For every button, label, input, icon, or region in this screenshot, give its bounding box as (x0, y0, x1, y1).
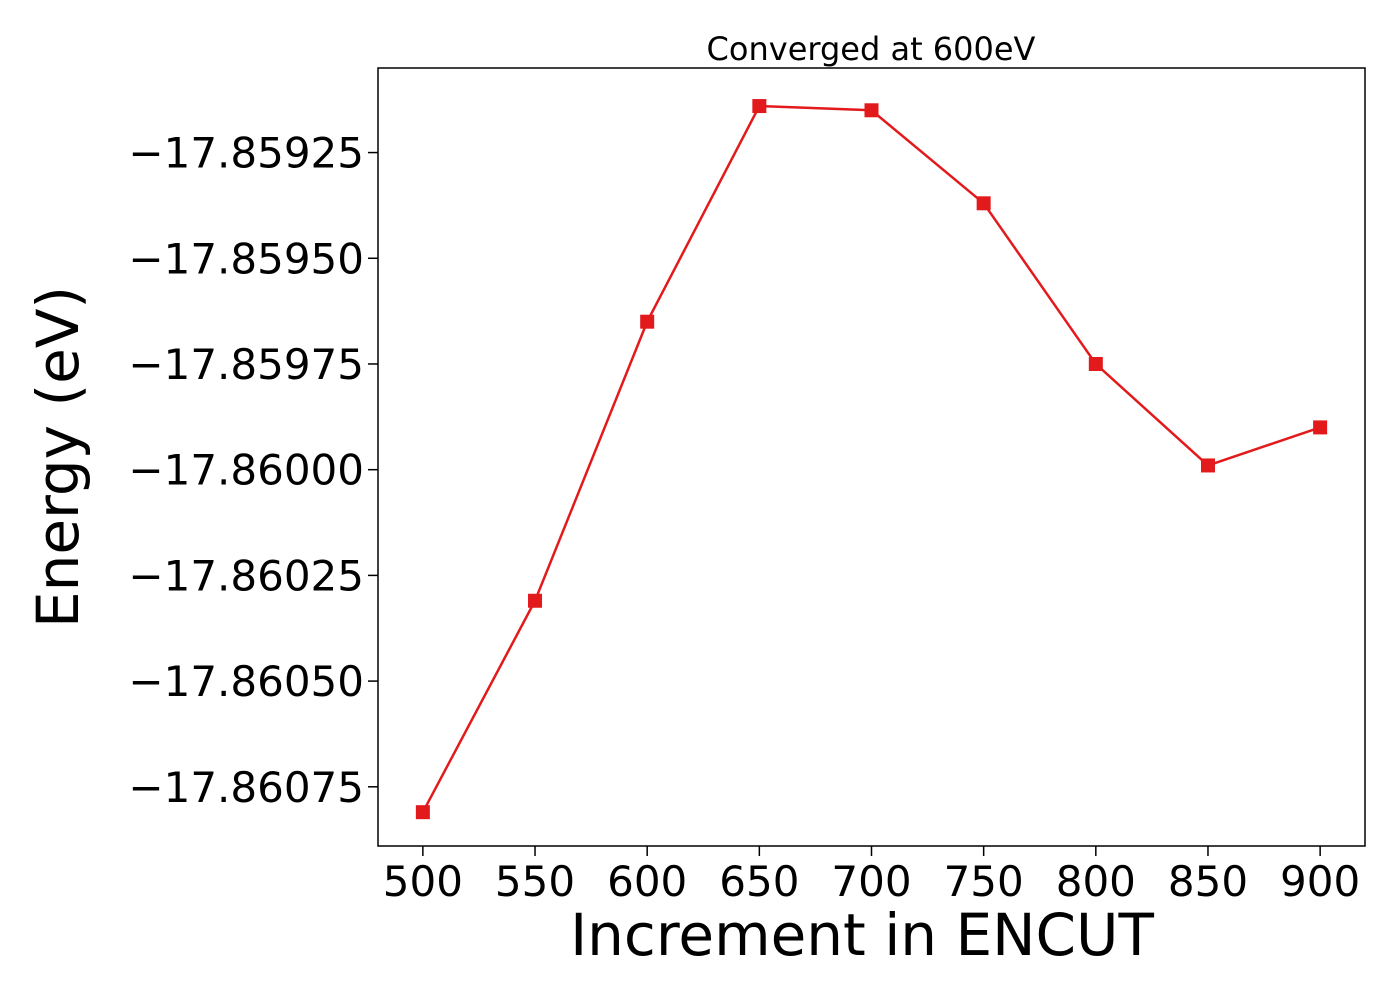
chart-title: Converged at 600eV (707, 30, 1036, 68)
data-point-marker (528, 593, 543, 608)
data-point-marker (864, 103, 879, 118)
x-axis-title: Increment in ENCUT (570, 901, 1154, 969)
y-tick-label: −17.85925 (128, 129, 364, 178)
x-tick-label: 550 (495, 857, 575, 906)
data-point-marker (415, 805, 430, 820)
y-tick-label: −17.85950 (128, 234, 364, 283)
series-layer (415, 99, 1328, 820)
y-axis-title: Energy (eV) (24, 286, 92, 628)
y-axis-ticks: −17.85925 −17.85950 −17.85975 −17.86000 −17.… (128, 129, 378, 812)
y-tick-label: −17.86075 (128, 763, 364, 812)
x-tick-label: 600 (607, 857, 687, 906)
x-tick-label: 750 (944, 857, 1024, 906)
x-tick-label: 900 (1280, 857, 1360, 906)
x-tick-label: 700 (831, 857, 911, 906)
x-tick-label: 650 (719, 857, 799, 906)
y-tick-label: −17.86050 (128, 657, 364, 706)
y-tick-label: −17.86025 (128, 551, 364, 600)
data-point-marker (1088, 356, 1103, 371)
data-point-marker (976, 196, 991, 211)
data-point-marker (640, 314, 655, 329)
x-axis-ticks: 500 550 600 650 700 750 800 850 900 (383, 846, 1360, 906)
y-tick-label: −17.86000 (128, 446, 364, 495)
x-tick-label: 800 (1056, 857, 1136, 906)
y-tick-label: −17.85975 (128, 340, 364, 389)
x-tick-label: 500 (383, 857, 463, 906)
data-point-marker (1313, 420, 1328, 435)
x-tick-label: 850 (1168, 857, 1248, 906)
data-point-marker (752, 99, 767, 114)
data-point-marker (1200, 458, 1215, 473)
